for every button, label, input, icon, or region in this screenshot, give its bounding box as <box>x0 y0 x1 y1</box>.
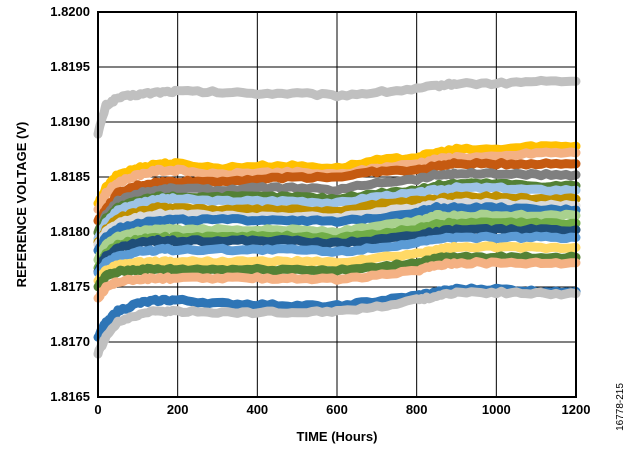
y-tick-label: 1.8170 <box>50 334 90 349</box>
y-tick-label: 1.8175 <box>50 279 90 294</box>
series-line <box>93 202 581 255</box>
y-tick-label: 1.8165 <box>50 389 90 404</box>
x-tick-label: 1000 <box>482 402 511 417</box>
series-line <box>93 158 581 226</box>
series-line <box>93 209 581 265</box>
series-line <box>93 75 581 139</box>
series-line <box>93 168 581 237</box>
x-tick-label: 400 <box>246 402 268 417</box>
y-tick-label: 1.8180 <box>50 224 90 239</box>
series-line <box>93 257 581 303</box>
series-line <box>93 223 581 277</box>
plot-frame <box>97 11 577 398</box>
y-tick-label: 1.8195 <box>50 59 90 74</box>
x-axis-ticks: 0 200 400 600 800 1000 1200 <box>94 402 590 417</box>
x-tick-label: 600 <box>326 402 348 417</box>
series-line <box>93 182 581 244</box>
y-tick-label: 1.8190 <box>50 114 90 129</box>
series-line <box>93 251 581 292</box>
y-tick-label: 1.8185 <box>50 169 90 184</box>
x-tick-label: 1200 <box>562 402 591 417</box>
series-line <box>93 191 581 247</box>
series-line <box>93 231 581 278</box>
series-line <box>93 241 581 286</box>
x-tick-label: 0 <box>94 402 101 417</box>
x-tick-label: 200 <box>167 402 189 417</box>
y-axis-ticks: 1.8165 1.8170 1.8175 1.8180 1.8185 1.8190 1.81… <box>50 4 90 404</box>
figure-id: 16778-215 <box>615 383 626 431</box>
y-tick-label: 1.8200 <box>50 4 90 19</box>
series-group <box>93 75 581 359</box>
y-axis-label: REFERENCE VOLTAGE (V) <box>14 122 29 288</box>
x-axis-label: TIME (Hours) <box>297 429 378 444</box>
series-line <box>93 147 581 214</box>
series-line <box>93 286 581 359</box>
x-tick-label: 800 <box>406 402 428 417</box>
series-line <box>93 141 581 208</box>
